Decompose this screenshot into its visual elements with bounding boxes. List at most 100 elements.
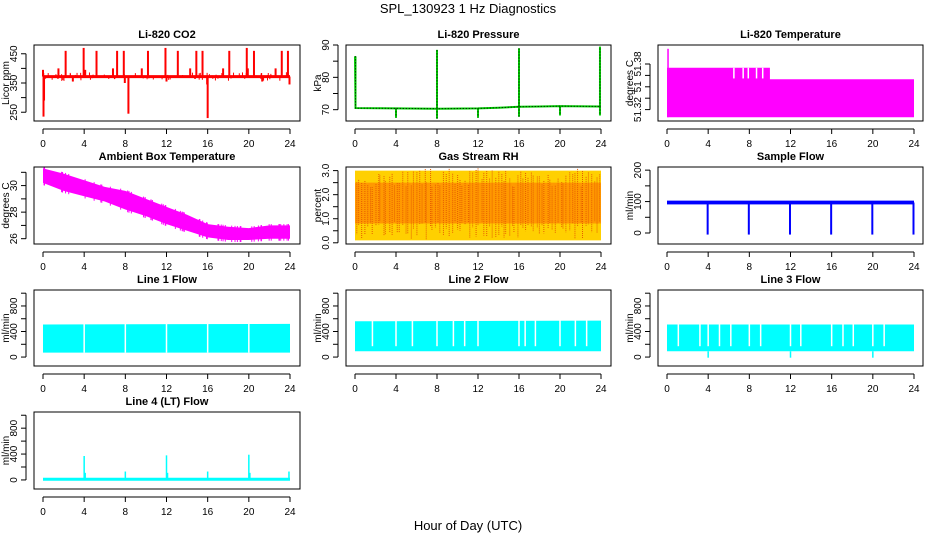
plot-frame (345, 166, 612, 245)
x-tick-label: 12 (472, 384, 484, 395)
x-tick-label: 16 (513, 262, 525, 273)
x-tick-label: 4 (393, 139, 399, 150)
x-tick-label: 8 (434, 139, 440, 150)
panel-title: Gas Stream RH (438, 151, 518, 163)
y-tick-label: 0.0 (321, 235, 332, 249)
panel-title: Sample Flow (757, 151, 825, 163)
panel-title: Line 2 Flow (449, 274, 509, 286)
x-tick-label: 8 (123, 139, 129, 150)
x-tick-label: 24 (908, 139, 920, 150)
x-tick-label: 16 (202, 139, 214, 150)
area-envelope (667, 67, 914, 118)
y-tick-label: 450 (9, 45, 20, 62)
x-tick-label: 12 (161, 139, 173, 150)
area-envelope (43, 168, 290, 241)
y-tick-label: 2.0 (321, 187, 332, 201)
x-tick-label: 16 (202, 507, 214, 518)
x-tick-label: 0 (40, 139, 46, 150)
y-tick-label: 250 (9, 103, 20, 120)
plot-frame (33, 44, 301, 122)
y-axis-label: Licor ppm (1, 61, 12, 105)
plot-area (43, 454, 290, 481)
plot-frame (33, 411, 301, 490)
y-tick-label: 0 (9, 354, 20, 360)
x-tick-label: 8 (747, 262, 753, 273)
panel-title: Line 4 (LT) Flow (126, 396, 209, 408)
plot-area (42, 47, 291, 119)
y-tick-label: 51.32 (633, 97, 644, 122)
x-tick-label: 16 (826, 262, 838, 273)
x-tick-label: 12 (472, 139, 484, 150)
y-tick-label: 0 (633, 354, 644, 360)
panel-title: Li-820 CO2 (138, 29, 195, 41)
y-tick-label: 0 (633, 230, 644, 236)
x-tick-label: 20 (867, 139, 879, 150)
x-tick-label: 0 (664, 384, 670, 395)
x-tick-label: 24 (595, 262, 607, 273)
x-tick-label: 24 (908, 384, 920, 395)
x-tick-label: 4 (81, 507, 87, 518)
y-tick-label: 70 (321, 104, 332, 116)
y-axis-label: kPa (313, 74, 324, 92)
x-tick-label: 4 (705, 262, 711, 273)
y-tick-label: 3.0 (321, 163, 332, 177)
y-tick-label: 800 (9, 297, 20, 314)
x-tick-label: 12 (472, 262, 484, 273)
x-tick-label: 4 (705, 384, 711, 395)
x-tick-label: 4 (393, 262, 399, 273)
y-tick-label: 800 (9, 419, 20, 436)
y-tick-label: 800 (633, 297, 644, 314)
x-tick-label: 20 (554, 384, 566, 395)
x-tick-label: 16 (826, 139, 838, 150)
pressure-line (354, 56, 600, 110)
y-tick-label: 800 (321, 297, 332, 314)
y-axis-label: ml/min (313, 313, 324, 342)
y-axis-label: ml/min (625, 191, 636, 220)
plot-area (354, 46, 601, 119)
x-tick-label: 4 (81, 384, 87, 395)
plot-frame (345, 289, 612, 367)
x-tick-label: 20 (243, 139, 255, 150)
x-tick-label: 24 (284, 262, 296, 273)
x-tick-label: 16 (513, 384, 525, 395)
figure-title: SPL_130923 1 Hz Diagnostics (379, 1, 557, 16)
x-tick-label: 24 (908, 262, 920, 273)
y-tick-label: 400 (321, 323, 332, 340)
y-tick-label: 400 (633, 323, 644, 340)
x-tick-label: 0 (664, 139, 670, 150)
x-tick-label: 24 (284, 139, 296, 150)
y-tick-label: 51 (633, 81, 644, 93)
panel-6: 0 4 8 12 16 20 24 0 100 200 ml/min Sample Flow (625, 151, 924, 273)
plot-area (667, 48, 914, 118)
x-tick-label: 0 (664, 262, 670, 273)
x-axis-label: Hour of Day (UTC) (413, 518, 523, 533)
y-tick-label: 90 (321, 39, 332, 51)
x-tick-label: 0 (352, 262, 358, 273)
plot-area (43, 323, 290, 353)
x-tick-label: 20 (554, 262, 566, 273)
y-tick-label: 400 (9, 445, 20, 462)
y-tick-label: 30 (9, 180, 20, 192)
x-tick-label: 8 (434, 262, 440, 273)
x-tick-label: 8 (747, 139, 753, 150)
x-tick-label: 0 (352, 384, 358, 395)
y-axis-label: degrees C (1, 182, 12, 228)
x-tick-label: 16 (513, 139, 525, 150)
panel-title: Line 3 Flow (761, 274, 821, 286)
x-tick-label: 8 (123, 507, 129, 518)
x-tick-label: 12 (161, 384, 173, 395)
y-axis-label: degrees C (625, 60, 636, 106)
y-tick-label: 100 (633, 193, 644, 210)
x-tick-label: 4 (81, 262, 87, 273)
y-tick-label: 0 (321, 354, 332, 360)
x-tick-label: 20 (554, 139, 566, 150)
x-tick-label: 8 (434, 384, 440, 395)
plot-area (43, 167, 290, 243)
x-tick-label: 4 (81, 139, 87, 150)
